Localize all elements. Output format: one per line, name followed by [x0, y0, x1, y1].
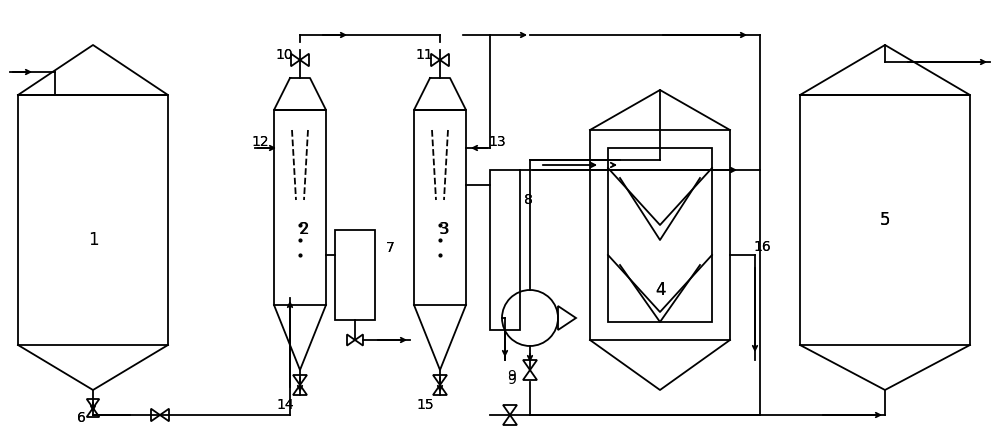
Text: 15: 15 — [416, 398, 434, 412]
Bar — [414, 110, 466, 305]
Text: 16: 16 — [753, 240, 771, 254]
Bar — [590, 130, 730, 340]
Text: 7: 7 — [386, 241, 394, 255]
Text: 3: 3 — [439, 222, 449, 238]
Text: 4: 4 — [655, 281, 665, 299]
Text: 5: 5 — [880, 211, 890, 229]
Text: 13: 13 — [488, 135, 506, 149]
Text: 3: 3 — [440, 222, 450, 238]
Text: 14: 14 — [276, 398, 294, 412]
Text: 13: 13 — [488, 135, 506, 149]
Text: 10: 10 — [275, 48, 293, 62]
Bar — [274, 110, 326, 305]
Text: 2: 2 — [299, 222, 309, 238]
Text: 9: 9 — [508, 369, 516, 383]
Text: 8: 8 — [524, 193, 532, 207]
Bar — [335, 230, 375, 320]
Text: 12: 12 — [251, 135, 269, 149]
Text: 1: 1 — [88, 231, 98, 249]
Text: 5: 5 — [880, 211, 890, 229]
Bar — [800, 95, 970, 345]
Text: 6: 6 — [77, 411, 85, 425]
Text: 7: 7 — [386, 241, 394, 255]
Text: 4: 4 — [655, 281, 665, 299]
Text: 16: 16 — [753, 240, 771, 254]
Text: 10: 10 — [275, 48, 293, 62]
Text: 9: 9 — [508, 373, 516, 387]
Bar — [18, 95, 168, 345]
Bar — [490, 170, 520, 330]
Text: 15: 15 — [416, 398, 434, 412]
Text: 14: 14 — [276, 398, 294, 412]
Text: 11: 11 — [415, 48, 433, 62]
Text: 11: 11 — [415, 48, 433, 62]
Text: 12: 12 — [251, 135, 269, 149]
Text: 8: 8 — [524, 193, 532, 207]
Text: 6: 6 — [77, 411, 85, 425]
Text: 2: 2 — [300, 222, 310, 238]
Bar — [608, 148, 712, 322]
